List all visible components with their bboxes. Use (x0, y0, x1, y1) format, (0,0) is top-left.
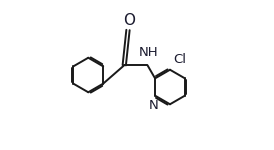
Text: N: N (149, 99, 158, 112)
Text: NH: NH (138, 45, 158, 58)
Text: Cl: Cl (174, 52, 187, 66)
Text: O: O (123, 13, 135, 28)
